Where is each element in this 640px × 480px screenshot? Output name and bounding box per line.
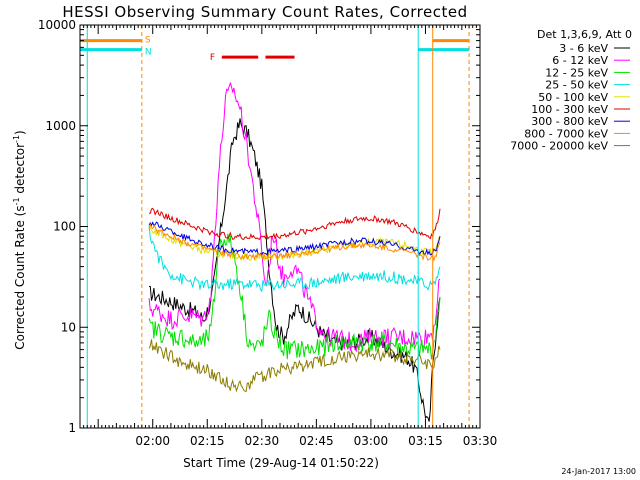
series-line-2 (148, 233, 441, 360)
legend-header: Det 1,3,6,9, Att 0 (537, 28, 632, 41)
x-tick-label-1: 02:15 (190, 434, 225, 448)
generated-timestamp: 24-Jan-2017 13:00 (561, 467, 636, 476)
legend-label-2: 12 - 25 keV (545, 66, 608, 79)
x-tick-label-4: 03:00 (354, 434, 389, 448)
series-lines (148, 81, 441, 422)
legend-label-4: 50 - 100 keV (538, 91, 608, 104)
x-axis-label: Start Time (29-Aug-14 01:50:22) (183, 456, 379, 470)
legend-label-0: 3 - 6 keV (559, 42, 608, 55)
y-axis-label: Corrected Count Rate (s-1 detector-1) (12, 130, 27, 349)
y-tick-label-1: 10 (61, 320, 76, 334)
series-line-6 (148, 221, 441, 256)
plot-background (80, 25, 480, 428)
legend-label-8: 7000 - 20000 keV (510, 140, 608, 153)
series-line-7 (148, 222, 441, 262)
flag-s-label: S (145, 36, 151, 46)
y-tick-label-0: 1 (68, 421, 76, 435)
legend-label-1: 6 - 12 keV (552, 54, 608, 67)
chart-title: HESSI Observing Summary Count Rates, Cor… (62, 3, 467, 21)
x-tick-label-6: 03:30 (463, 434, 498, 448)
x-tick-label-3: 02:45 (299, 434, 334, 448)
x-tick-label-2: 02:30 (245, 434, 280, 448)
axes: 1 10 100 1000 10000 02:00 02:15 02:30 02:45 03:00… (38, 18, 497, 448)
plot-area (80, 25, 480, 428)
legend-label-6: 300 - 800 keV (531, 115, 608, 128)
legend-label-3: 25 - 50 keV (545, 79, 608, 92)
flag-n-label: N (145, 48, 152, 58)
legend-label-7: 800 - 7000 keV (524, 127, 608, 140)
x-tick-label-5: 03:15 (408, 434, 443, 448)
x-tick-label-0: 02:00 (135, 434, 170, 448)
flag-bars: SN F (80, 36, 470, 63)
y-tick-label-3: 1000 (45, 119, 76, 133)
series-line-3 (148, 225, 441, 293)
flag-f-label: F (210, 53, 215, 63)
y-tick-label-2: 100 (53, 220, 76, 234)
y-tick-label-4: 10000 (38, 18, 76, 32)
series-line-1 (148, 81, 441, 353)
series-line-0 (149, 118, 441, 422)
series-line-5 (149, 207, 441, 240)
series-line-8 (148, 339, 441, 393)
legend-label-5: 100 - 300 keV (531, 103, 608, 116)
